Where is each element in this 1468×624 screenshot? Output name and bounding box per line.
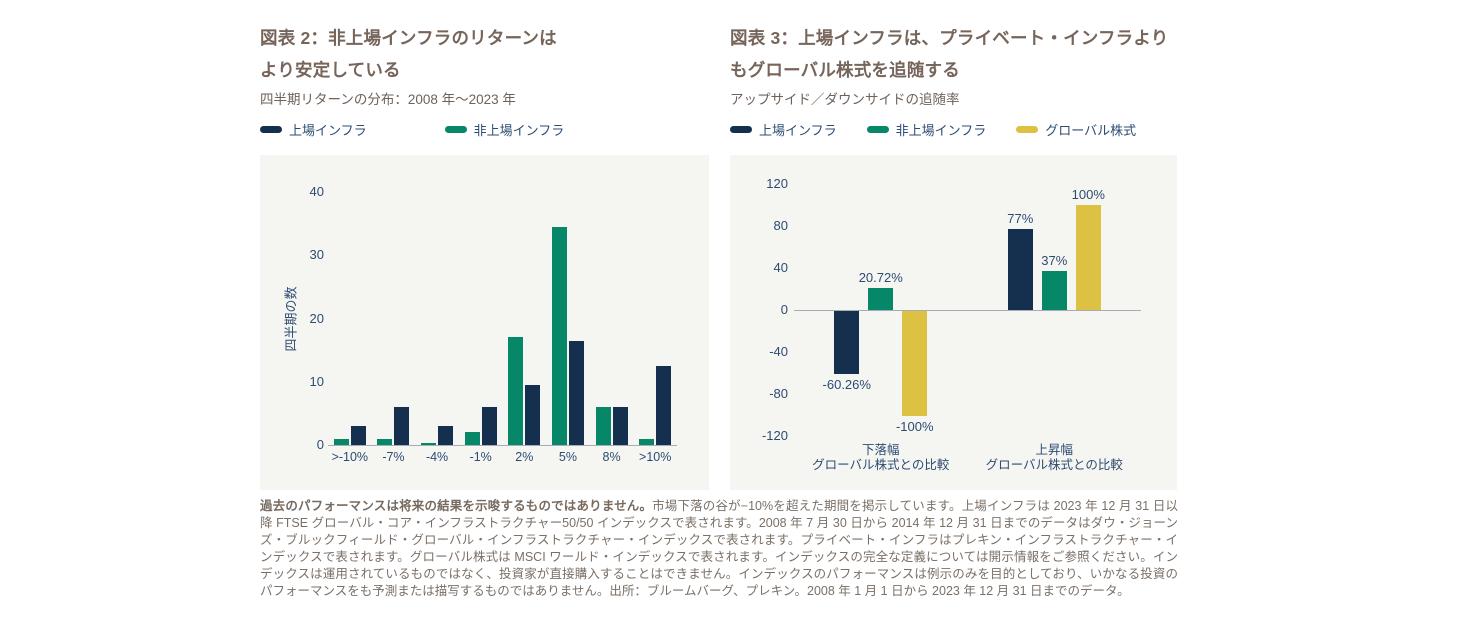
legend-label-listed-infra: 上場インフラ: [759, 122, 837, 138]
bar-private-infra: [1041, 271, 1067, 310]
bar-listed-infra: [350, 426, 366, 445]
bar-global-equities: [1075, 205, 1101, 310]
y-tick-40: 40: [773, 260, 788, 275]
bar-listed-infra: [1007, 229, 1033, 310]
bar-listed-infra: [568, 340, 584, 445]
figure-3: 図表 3：上場インフラは、プライベート・インフラより もグローバル株式を追随する…: [730, 22, 1177, 490]
y-tick-30: 30: [309, 247, 324, 263]
y-tick-120: 120: [766, 176, 788, 191]
y-tick-80: 80: [773, 218, 788, 233]
legend-swatch-listed-infra-icon: [730, 125, 752, 133]
group-label: 下落幅 グローバル株式との比較: [794, 443, 968, 473]
bar-private-infra: [868, 288, 894, 310]
x-tick-label: 5%: [558, 450, 577, 464]
y-tick--80: -80: [769, 386, 788, 401]
figure-2-title: 図表 2：非上場インフラのリターンは より安定している: [260, 22, 709, 86]
legend-swatch-listed-infra-icon: [260, 125, 282, 133]
legend-label-private-infra: 非上場インフラ: [473, 122, 565, 138]
figure-3-legend: 上場インフラ 非上場インフラ グローバル株式: [730, 120, 1177, 139]
data-label-listed-infra: -60.26%: [822, 377, 871, 393]
bar-listed-infra: [656, 365, 672, 445]
zero-line: [794, 310, 1141, 311]
legend-label-private-infra: 非上場インフラ: [895, 122, 987, 138]
legend-item-listed-infra: 上場インフラ: [730, 120, 837, 139]
bar-private-infra: [377, 438, 393, 445]
legend-label-listed-infra: 上場インフラ: [289, 122, 367, 138]
legend-swatch-private-infra-icon: [866, 125, 889, 133]
bar-private-infra: [421, 443, 437, 445]
y-tick-40: 40: [309, 184, 324, 199]
footnote: 過去のパフォーマンスは将来の結果を示唆するものではありません。市場下落の谷が−1…: [260, 498, 1178, 600]
figure-2-legend: 上場インフラ 非上場インフラ: [260, 120, 709, 139]
bar-private-infra: [551, 226, 567, 445]
figure-3-title: 図表 3：上場インフラは、プライベート・インフラより もグローバル株式を追随する: [730, 22, 1177, 86]
y-tick-0: 0: [316, 437, 324, 452]
bar-private-infra: [639, 438, 655, 445]
x-axis-line: [328, 445, 677, 446]
group-label: 上昇幅 グローバル株式との比較: [968, 443, 1142, 473]
legend-swatch-private-infra-icon: [444, 125, 467, 133]
bar-private-infra: [333, 438, 349, 445]
legend-item-private-infra: 非上場インフラ: [866, 120, 987, 139]
bar-listed-infra: [525, 384, 541, 445]
y-axis-title: 四半期の数: [283, 285, 299, 352]
data-label-global-equities: -100%: [895, 419, 934, 434]
figure-3-chart-panel: 120 80 40 0 -40 -80 -120 -60.26% 20.72% -100% 下落幅グ…: [730, 155, 1177, 490]
legend-label-global-equities: グローバル株式: [1045, 122, 1137, 138]
data-label-private-infra: 20.72%: [858, 270, 903, 286]
bar-listed-infra: [481, 407, 497, 445]
data-label-listed-infra: 77%: [1007, 211, 1034, 227]
x-tick-label: -7%: [382, 450, 405, 464]
x-tick-label: 8%: [602, 450, 621, 464]
figure-3-title-line-1: 図表 3：上場インフラは、プライベート・インフラより: [730, 28, 1169, 48]
bar-listed-infra: [438, 426, 454, 445]
x-tick-label: -1%: [469, 450, 492, 464]
x-tick-label: 2%: [515, 450, 534, 464]
bar-private-infra: [508, 337, 524, 445]
bar-private-infra: [595, 407, 611, 445]
bar-global-equities: [902, 311, 928, 416]
y-tick-20: 20: [309, 310, 324, 326]
group-label-line: 下落幅: [861, 443, 900, 457]
legend-item-listed-infra: 上場インフラ: [260, 120, 367, 139]
y-tick--120: -120: [761, 428, 788, 443]
bar-listed-infra: [834, 311, 860, 375]
figure-2-subtitle: 四半期リターンの分布：2008 年〜2023 年: [260, 92, 516, 107]
group-label-line: 上昇幅: [1035, 443, 1073, 457]
y-tick-10: 10: [309, 373, 324, 389]
figure-2-chart-panel: 40 30 20 10 0 四半期の数 >-10% -7% -4% -1% 2% 5% 8% >10%: [260, 155, 709, 490]
group-label-line: グローバル株式との比較: [812, 458, 950, 472]
bar-listed-infra: [612, 407, 628, 445]
x-tick-label: >-10%: [331, 450, 369, 464]
x-tick-label: -4%: [425, 450, 449, 464]
figure-2: 図表 2：非上場インフラのリターンは より安定している 四半期リターンの分布：2…: [260, 22, 709, 490]
legend-item-private-infra: 非上場インフラ: [444, 120, 565, 139]
data-label-global-equities: 100%: [1071, 187, 1105, 202]
footnote-body: 市場下落の谷が−10%を超えた期間を掲示しています。上場インフラは 2023 年…: [260, 499, 1178, 598]
legend-swatch-global-equities-icon: [1016, 125, 1039, 133]
figure-3-title-line-2: もグローバル株式を追随する: [730, 60, 960, 80]
figure-2-title-line-1: 図表 2：非上場インフラのリターンは: [260, 28, 557, 48]
data-label-private-infra: 37%: [1041, 253, 1068, 269]
group-label-line: グローバル株式との比較: [985, 458, 1123, 472]
figure-3-subtitle: アップサイド／ダウンサイドの追随率: [730, 92, 960, 107]
figure-2-title-line-2: より安定している: [260, 60, 401, 80]
legend-item-global-equities: グローバル株式: [1016, 120, 1136, 139]
bar-private-infra: [464, 432, 480, 445]
x-tick-label: >10%: [639, 450, 672, 464]
bar-listed-infra: [394, 407, 410, 445]
footnote-disclaimer-bold: 過去のパフォーマンスは将来の結果を示唆するものではありません。: [260, 499, 653, 513]
y-tick-0: 0: [780, 302, 788, 317]
y-tick--40: -40: [769, 344, 788, 359]
